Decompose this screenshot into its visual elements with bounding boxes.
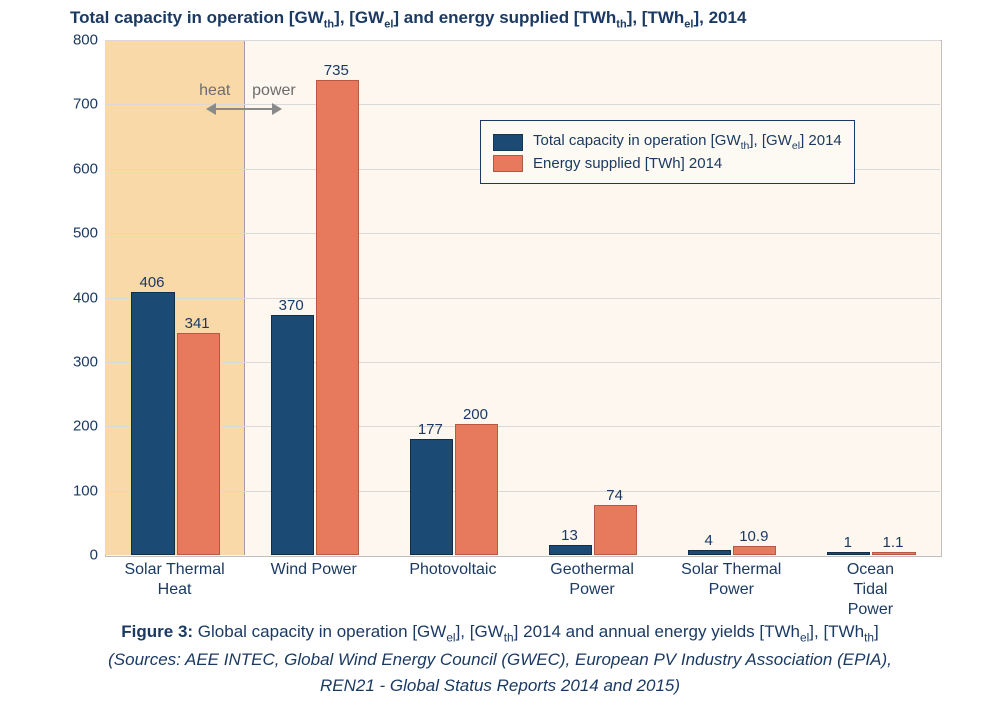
bar-value-label: 1 — [844, 534, 852, 551]
y-tick-label: 800 — [50, 32, 98, 49]
legend-swatch — [493, 155, 523, 172]
x-category-label: Wind Power — [271, 560, 357, 580]
bar-value-label: 13 — [561, 527, 578, 544]
figure-caption-line3: REN21 - Global Status Reports 2014 and 2… — [0, 676, 1000, 696]
gridline — [105, 233, 940, 234]
y-tick-label: 400 — [50, 289, 98, 306]
gridline — [105, 40, 940, 41]
bar-value-label: 200 — [463, 406, 488, 423]
annot-power: power — [252, 82, 296, 100]
bar-capacity — [827, 552, 870, 555]
y-tick-label: 0 — [50, 547, 98, 564]
bar-value-label: 1.1 — [883, 534, 904, 551]
legend-label: Total capacity in operation [GWth], [GWe… — [533, 132, 842, 152]
double-arrow-icon — [208, 108, 280, 110]
bar-value-label: 74 — [606, 487, 623, 504]
bar-value-label: 341 — [185, 315, 210, 332]
chart: 0100200300400500600700800 40634137073517… — [50, 30, 950, 600]
annot-heat: heat — [199, 82, 230, 100]
bar-energy — [316, 80, 359, 555]
y-tick-label: 600 — [50, 160, 98, 177]
bar-capacity — [271, 315, 314, 555]
x-category-label: Solar ThermalPower — [681, 560, 781, 600]
figure-caption-line2: (Sources: AEE INTEC, Global Wind Energy … — [0, 650, 1000, 670]
gridline — [105, 298, 940, 299]
legend-swatch — [493, 134, 523, 151]
bar-value-label: 735 — [324, 62, 349, 79]
legend-item: Energy supplied [TWh] 2014 — [493, 155, 842, 172]
y-tick-label: 100 — [50, 482, 98, 499]
gridline — [105, 426, 940, 427]
bar-value-label: 406 — [139, 274, 164, 291]
legend-label: Energy supplied [TWh] 2014 — [533, 155, 722, 172]
legend-item: Total capacity in operation [GWth], [GWe… — [493, 132, 842, 152]
bar-energy — [594, 505, 637, 555]
x-category-label: GeothermalPower — [550, 560, 634, 600]
x-category-label: Photovoltaic — [409, 560, 496, 580]
gridline — [105, 104, 940, 105]
y-tick-label: 500 — [50, 225, 98, 242]
y-tick-label: 200 — [50, 418, 98, 435]
bar-value-label: 370 — [279, 297, 304, 314]
bar-capacity — [549, 545, 592, 555]
y-tick-label: 700 — [50, 96, 98, 113]
bar-capacity — [410, 439, 453, 555]
legend: Total capacity in operation [GWth], [GWe… — [480, 120, 855, 184]
x-category-label: Solar ThermalHeat — [124, 560, 224, 600]
bar-capacity — [131, 292, 174, 555]
bar-energy — [872, 552, 915, 555]
bar-energy — [177, 333, 220, 555]
bar-value-label: 4 — [705, 532, 713, 549]
bar-value-label: 10.9 — [739, 528, 768, 545]
y-tick-label: 300 — [50, 353, 98, 370]
chart-title: Total capacity in operation [GWth], [GWe… — [70, 8, 746, 30]
x-category-label: Ocean TidalPower — [831, 560, 911, 620]
bar-capacity — [688, 550, 731, 555]
figure-caption-line1: Figure 3: Global capacity in operation [… — [0, 622, 1000, 644]
bar-value-label: 177 — [418, 421, 443, 438]
gridline — [105, 362, 940, 363]
gridline — [105, 491, 940, 492]
bar-energy — [733, 546, 776, 555]
bar-energy — [455, 424, 498, 555]
